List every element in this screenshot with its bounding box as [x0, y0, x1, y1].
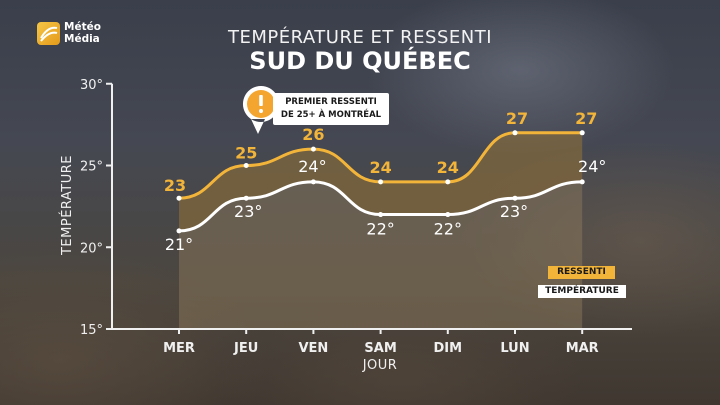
y-tick-label: 15°: [80, 323, 103, 338]
temperature-data-label: 21°: [165, 235, 193, 254]
ressenti-point: [579, 130, 585, 136]
logo-text: Météo Média: [64, 21, 101, 45]
x-tick-label: JEU: [233, 341, 258, 356]
chart-subtitle: SUD DU QUÉBEC: [249, 47, 471, 75]
temperature-data-label: 22°: [366, 220, 394, 239]
temperature-point: [579, 179, 585, 185]
temperature-data-label: 22°: [434, 220, 462, 239]
annotation-callout: PREMIER RESSENTI DE 25+ À MONTRÉAL: [273, 93, 389, 125]
meteomedia-logo: Météo Média: [37, 20, 117, 50]
temperature-data-label: 24°: [578, 157, 606, 176]
legend-item-ressenti: RESSENTI: [548, 266, 615, 279]
ressenti-data-label: 26: [302, 125, 324, 144]
exclamation-dot: [259, 109, 263, 113]
y-tick-label: 25°: [80, 160, 103, 175]
temperature-point: [512, 195, 518, 201]
ressenti-data-label: 23: [164, 176, 186, 195]
ressenti-data-label: 27: [506, 109, 528, 128]
temperature-data-label: 23°: [500, 202, 528, 221]
temperature-point: [310, 179, 316, 185]
ressenti-data-label: 25: [235, 144, 257, 163]
x-tick-label: SAM: [364, 341, 396, 356]
ressenti-point: [176, 195, 182, 201]
chart-title: TEMPÉRATURE ET RESSENTI: [227, 27, 493, 48]
x-axis-title: JOUR: [362, 358, 398, 373]
annotation-text: PREMIER RESSENTI DE 25+ À MONTRÉAL: [280, 97, 382, 120]
temperature-point: [445, 212, 451, 218]
ressenti-data-label: 24: [437, 158, 459, 177]
x-tick-label: LUN: [500, 341, 529, 356]
y-axis-title: TEMPÉRATURE: [59, 155, 75, 256]
temperature-point: [243, 195, 249, 201]
temperature-data-label: 23°: [234, 202, 262, 221]
x-tick-label: MER: [163, 341, 195, 356]
ressenti-point: [243, 163, 249, 168]
temperature-point: [378, 212, 384, 218]
ressenti-point: [512, 130, 518, 136]
x-tick-label: MAR: [566, 341, 599, 356]
exclamation-bar: [259, 95, 263, 106]
ressenti-point: [378, 179, 384, 185]
ressenti-point: [445, 179, 451, 185]
temperature-area: [179, 181, 583, 329]
logo-line-1: Météo: [64, 21, 101, 33]
logo-line-2: Média: [64, 33, 100, 45]
y-tick-label: 30°: [80, 78, 103, 93]
ressenti-data-label: 24: [369, 158, 391, 177]
x-tick-label: DIM: [434, 341, 463, 356]
temperature-data-label: 24°: [298, 157, 326, 176]
sun-swirl-icon: [37, 22, 60, 45]
y-tick-label: 20°: [80, 241, 103, 256]
ressenti-data-label: 27: [575, 109, 597, 128]
ressenti-point: [310, 146, 316, 152]
x-tick-label: VEN: [298, 341, 328, 356]
temperature-point: [176, 228, 182, 234]
legend-item-temperature: TEMPÉRATURE: [538, 285, 626, 298]
